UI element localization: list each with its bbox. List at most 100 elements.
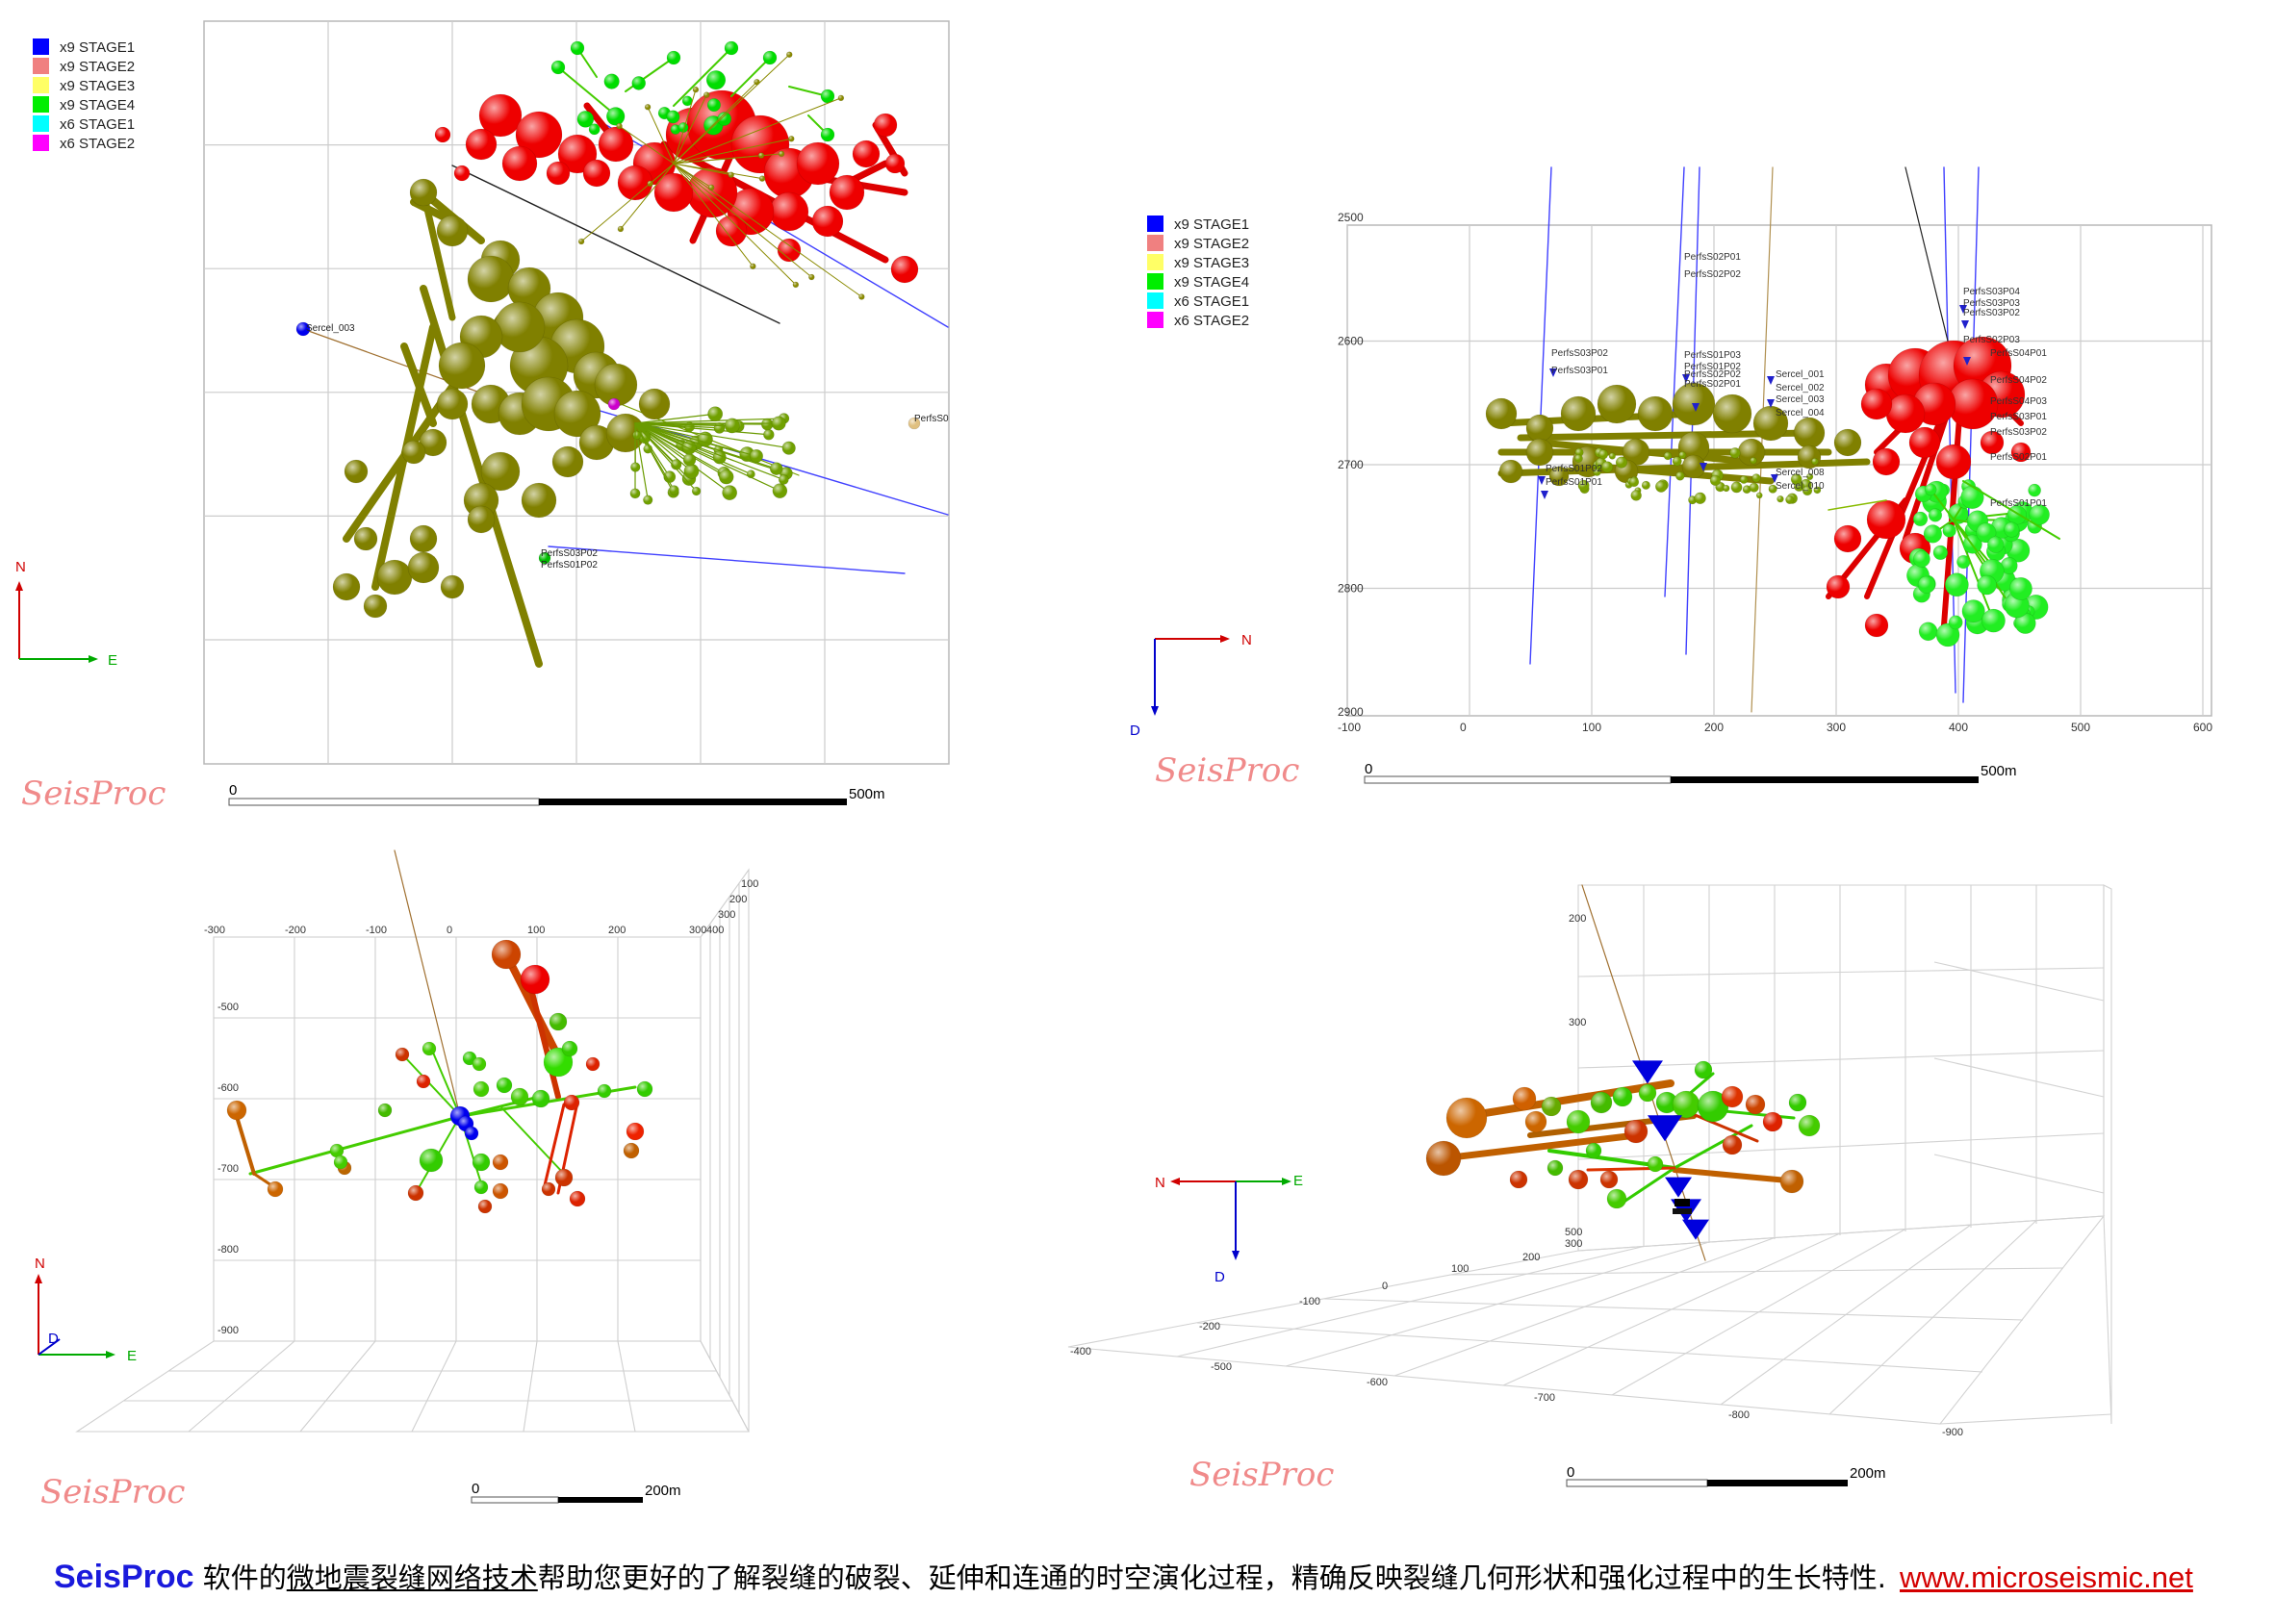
fracture-segment [580,163,675,242]
event-sphere [1798,1114,1821,1137]
caption-tech-link[interactable]: 微地震裂缝网络技术 [286,1561,538,1594]
event-sphere [1566,1109,1591,1134]
section-well-label: PerfsS02P01 [1990,452,2047,463]
event-sphere [1944,572,1969,597]
section-x-tick: 600 [2193,721,2212,734]
plan-label: PerfsS0 [914,414,949,424]
fracture-segment [557,66,617,116]
event-sphere [829,174,865,211]
legend-swatch [1147,292,1163,309]
event-sphere [1712,393,1752,434]
event-sphere [837,94,845,102]
legend-swatch [1147,273,1163,290]
event-sphere [1524,1110,1547,1133]
section-well-label: PerfsS03P02 [1990,427,2047,438]
view3d-left-y-tick: -500 [217,1002,239,1013]
grid-line [411,1340,457,1433]
section-well-label: Sercel_008 [1776,468,1825,478]
event-sphere [1709,474,1722,487]
event-sphere [852,140,881,168]
fracture-segment [1621,1166,1676,1205]
fracture-segment [673,155,762,165]
event-sphere [616,122,623,130]
fracture-segment [634,422,733,427]
fracture-segment [634,422,693,472]
legend-swatch [33,135,49,151]
event-sphere [2029,504,2050,525]
event-sphere [467,505,496,534]
view3d-left-y-tick: -700 [217,1163,239,1175]
event-sphere [724,40,739,56]
legend-label: x9 STAGE3 [1174,255,1249,271]
well-marker [1961,320,1969,329]
event-sphere [480,451,521,492]
fracture-segment [673,163,732,176]
event-sphere [1977,574,1997,596]
legend-top-left: x9 STAGE1 x9 STAGE2 x9 STAGE3 x9 STAGE4 x6 S… [33,38,135,152]
plan-view-panel: Sercel_003PerfsS03P02PerfsS01P02PerfsS0 … [15,20,950,813]
view3d-left-z-tick: 400 [706,925,724,936]
event-sphere [1918,622,1938,642]
event-sphere [1663,451,1673,461]
event-sphere [1908,426,1941,459]
event-sphere [1935,622,1960,647]
event-sphere [1623,1119,1649,1144]
event-sphere [884,153,906,174]
caption-part2: 帮助您更好的了解裂缝的破裂、延伸和连通的时空演化过程，精确反映裂缝几何形状和强化… [537,1561,1886,1594]
event-sphere [1599,1170,1619,1189]
well-marker [1771,474,1778,483]
fracture-segment [526,978,561,1100]
event-sphere [1721,1085,1744,1108]
event-sphere [1833,428,1862,457]
event-sphere [376,559,413,596]
event-sphere [363,594,388,619]
fracture-segment [647,106,675,165]
event-sphere [1942,523,1956,538]
event-sphere [630,462,641,472]
event-sphere [781,441,796,455]
grid-line [1933,961,2105,1002]
legend-label: x9 STAGE3 [60,78,135,94]
section-well-label: PerfsS02P02 [1684,269,1741,280]
well-marker [1549,368,1557,377]
event-sphere [772,483,788,498]
event-sphere [808,273,815,281]
section-y-tick: 2500 [1338,211,1364,224]
legend-swatch [1147,312,1163,328]
event-sphere [1813,486,1822,495]
event-sphere [1981,608,2006,633]
event-sphere [561,1040,578,1057]
caption-website-link[interactable]: www.microseismic.net [1900,1561,2193,1594]
event-sphere [796,141,840,186]
legend-label: x9 STAGE4 [1174,274,1249,291]
event-sphere [1976,522,1997,544]
view3d-left-x-tick: -300 [204,925,225,936]
fracture-segment [634,413,716,424]
section-well-labels: PerfsS02P01 PerfsS02P02 PerfsS03P02 PerfsS0… [1546,252,2047,509]
plan-scale-end: 500m [849,786,885,802]
event-sphere [1912,511,1929,527]
event-sphere [1860,388,1893,420]
grid-line [617,1340,636,1433]
event-sphere [757,152,765,159]
grid-line [299,1340,376,1433]
event-sphere [419,1148,444,1173]
view3d-right-x-tick: -500 [1211,1361,1232,1373]
event-sphere [409,524,438,553]
event-sphere [563,1094,580,1111]
fracture-segment [673,163,712,189]
event-sphere [705,70,727,90]
section-well-label: PerfsS03P01 [1551,366,1608,376]
event-sphere [1608,452,1616,460]
event-sphere [1793,417,1826,449]
event-sphere [1788,1093,1807,1112]
section-well-label: PerfsS03P01 [1990,412,2047,422]
bottom-caption: SeisProc 软件的微地震裂缝网络技术帮助您更好的了解裂缝的破裂、延伸和连通… [54,1551,2248,1603]
plan-compass-north-label: N [15,559,26,575]
event-sphere [422,1041,437,1056]
fracture-segment [673,163,797,286]
section-y-tick: 2700 [1338,458,1364,471]
view3d-left-x-tick: 0 [447,925,452,936]
view3d-left-north-label: N [35,1256,45,1272]
event-sphere [787,135,795,142]
